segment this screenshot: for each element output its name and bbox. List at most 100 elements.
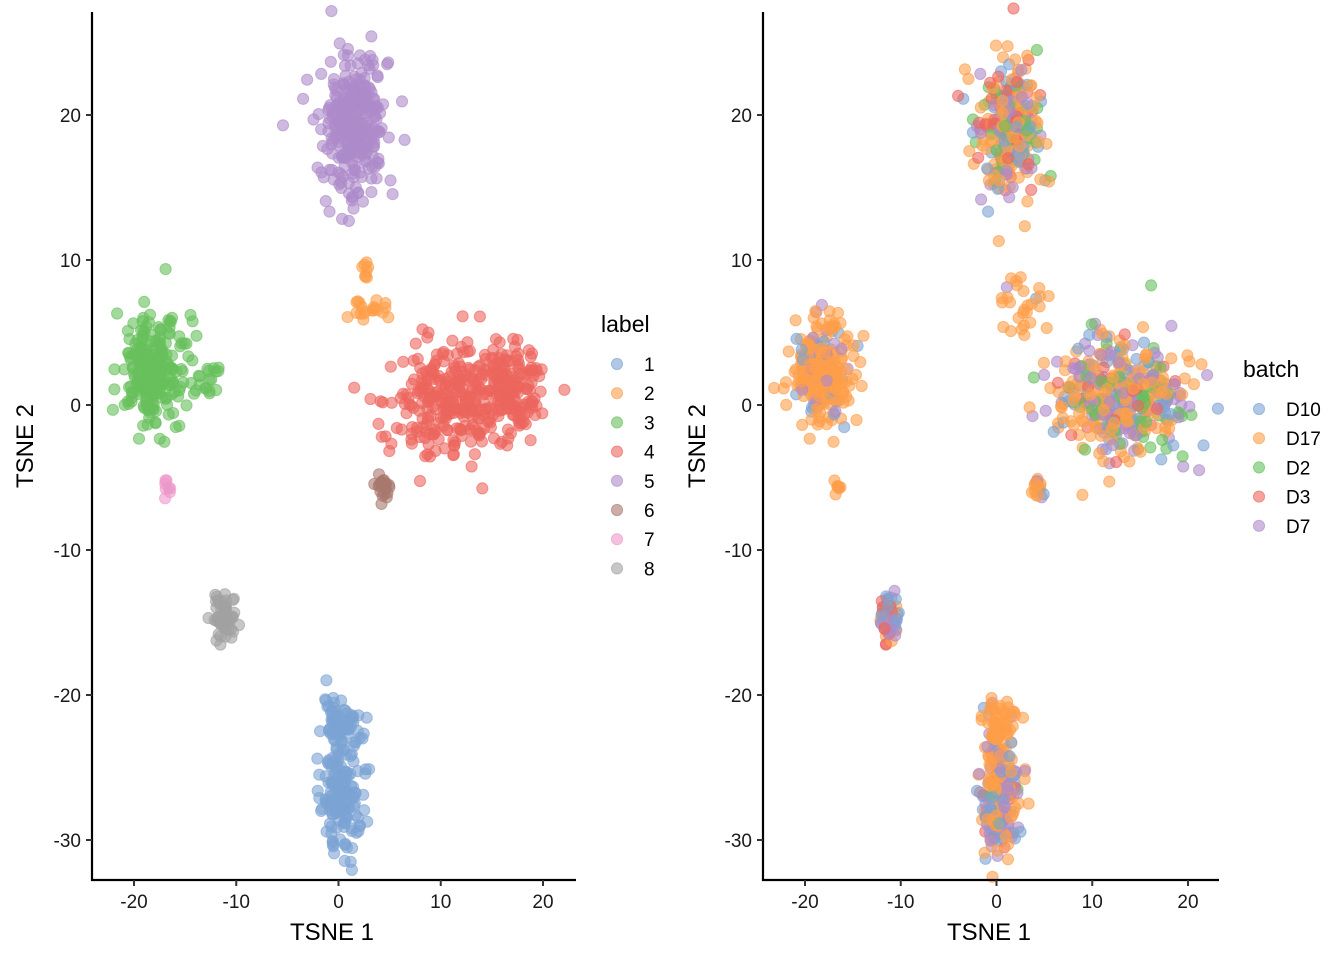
data-point-D17 [796,418,809,431]
data-point-5 [335,181,348,194]
data-point-5 [362,59,375,72]
data-point-3 [108,363,121,376]
data-point-5 [338,59,352,72]
data-point-D17 [1007,131,1020,144]
legend-item-5[interactable]: 5 [610,472,655,493]
x-tick-label: 0 [991,892,1002,913]
data-point-4 [427,428,440,441]
legend-item-4[interactable]: 4 [610,443,655,464]
data-point-3 [142,316,155,329]
legend-item-7[interactable]: 7 [610,530,655,551]
points-layer [768,2,1225,883]
data-point-D17 [989,716,1002,729]
data-point-5 [371,101,384,114]
data-point-D17 [1163,422,1176,435]
data-point-D17 [1033,290,1046,303]
data-point-D7 [973,767,986,780]
data-point-1 [334,760,347,773]
data-point-D17 [989,39,1003,52]
data-point-D17 [1040,322,1053,335]
legend-item-3[interactable]: 3 [610,413,655,434]
legend-item-2[interactable]: 2 [610,384,655,405]
data-point-3 [144,384,157,397]
legend-swatch [610,533,624,546]
legend-label: 8 [644,559,655,580]
data-point-5 [355,170,368,183]
data-point-4 [348,381,361,394]
y-tick-label: 20 [60,106,81,127]
data-point-3 [167,407,180,420]
data-point-D17 [1137,378,1150,391]
data-point-3 [149,417,162,430]
data-point-D3 [1007,2,1020,15]
data-point-D17 [1183,355,1196,368]
x-tick-label: -20 [120,892,147,913]
data-point-D7 [1038,368,1051,381]
data-point-D2 [990,144,1003,157]
data-point-D2 [1145,279,1158,292]
data-point-3 [153,368,166,381]
data-point-D17 [850,413,863,427]
data-point-D7 [1112,356,1125,369]
data-point-5 [365,30,378,43]
data-point-3 [159,263,172,276]
legend-swatch [610,474,624,487]
data-point-5 [325,5,338,18]
data-point-5 [301,73,314,86]
legend-item-6[interactable]: 6 [610,501,655,522]
data-point-5 [361,119,374,132]
data-point-D17 [1067,419,1080,432]
data-point-4 [522,395,535,408]
data-point-1 [345,709,359,722]
data-point-4 [397,355,410,368]
data-point-5 [347,202,360,215]
data-point-D17 [1029,477,1042,490]
data-point-1 [360,711,373,724]
legend-label: D17 [1286,429,1321,450]
data-point-1 [311,784,324,797]
legend-item-D10[interactable]: D10 [1252,400,1321,421]
data-point-D17 [1068,389,1081,402]
legend-batch: batch D10 D17 D2 D3 D7 [1243,356,1321,538]
data-point-D3 [1132,399,1145,412]
data-point-4 [467,405,480,418]
data-point-5 [349,181,362,194]
data-point-1 [347,755,360,768]
data-point-D17 [847,349,860,362]
data-point-D10 [790,332,803,345]
data-point-4 [400,407,413,420]
data-point-D10 [875,609,888,622]
data-point-D17 [1187,378,1201,391]
legend-item-D3[interactable]: D3 [1252,488,1310,509]
legend-item-D7[interactable]: D7 [1252,517,1310,538]
data-point-4 [495,348,508,361]
data-point-4 [448,361,461,374]
data-point-D2 [1085,318,1098,331]
data-point-4 [372,417,385,430]
data-point-D3 [1002,152,1015,165]
data-point-D17 [835,376,848,389]
data-point-2 [360,256,373,269]
data-point-3 [200,381,213,395]
data-point-D7 [974,67,987,81]
legend-label: 6 [644,501,655,522]
legend-item-1[interactable]: 1 [610,355,655,376]
data-point-D17 [1101,382,1114,396]
data-point-1 [332,747,345,761]
data-point-3 [152,321,165,334]
data-point-5 [276,119,290,132]
data-point-D17 [1093,447,1106,460]
data-point-D17 [1012,171,1025,184]
legend-swatch [610,357,624,371]
data-point-5 [372,152,385,165]
legend-item-D2[interactable]: D2 [1252,458,1310,479]
data-point-3 [163,315,176,328]
legend-item-D17[interactable]: D17 [1252,429,1321,450]
data-point-4 [508,340,522,353]
data-point-D7 [1106,439,1119,452]
legend-item-8[interactable]: 8 [610,559,655,580]
data-point-5 [350,73,363,86]
data-point-4 [525,347,539,360]
data-point-4 [452,402,465,415]
data-point-D17 [1165,352,1178,365]
